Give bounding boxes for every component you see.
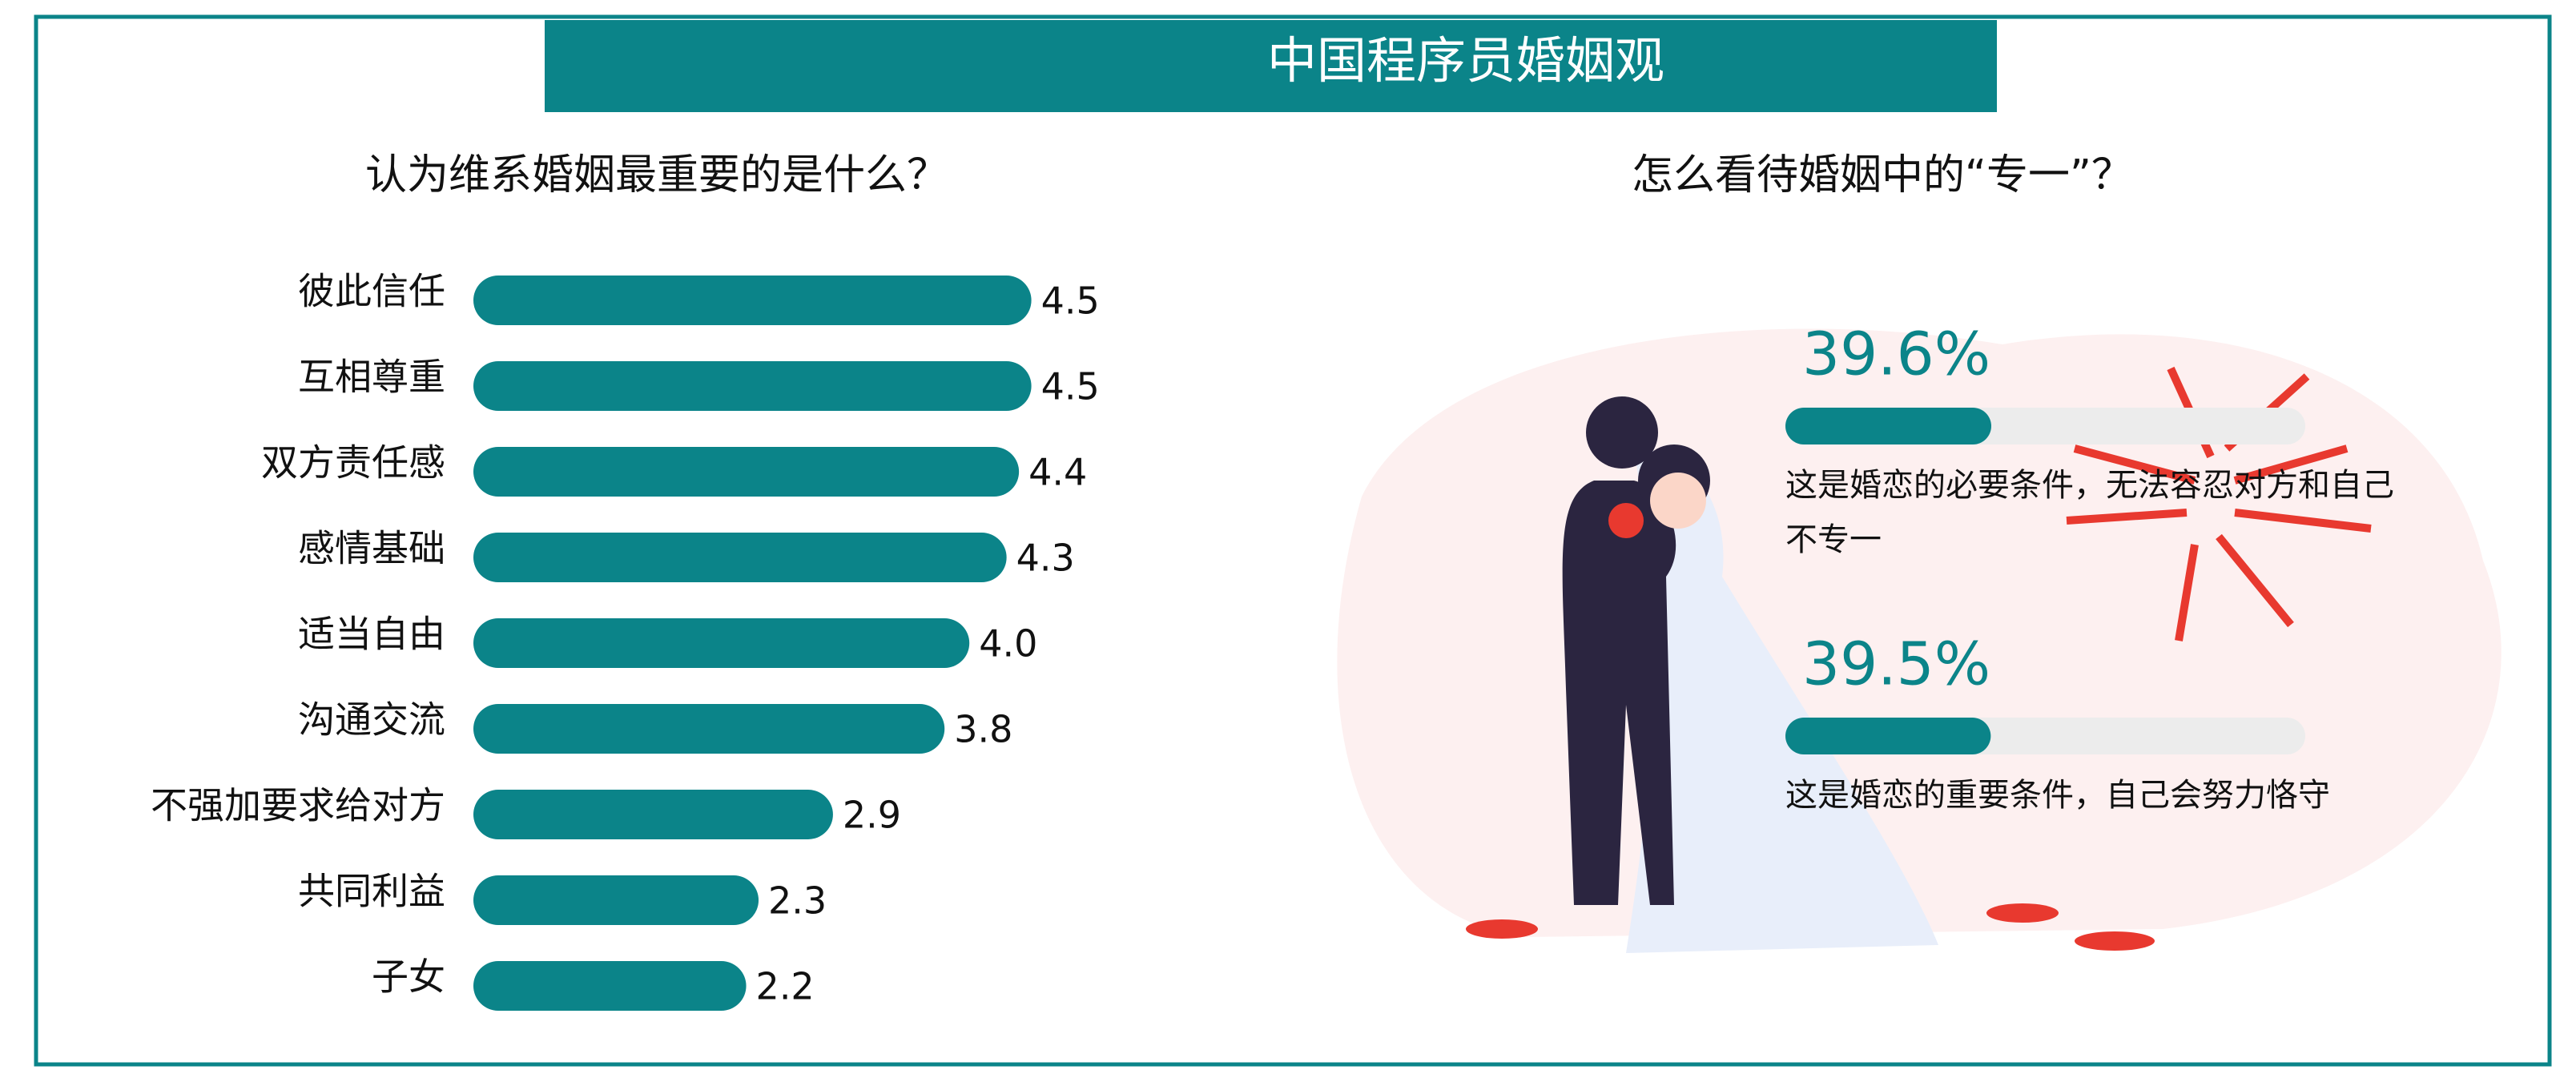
value-label: 4.3	[1016, 537, 1075, 580]
right-subtitle: 怎么看待婚姻中的“专一”？	[1632, 151, 2133, 199]
title-banner	[545, 20, 1997, 112]
value-label: 3.8	[954, 708, 1012, 751]
left-subtitle: 认为维系婚姻最重要的是什么？	[365, 151, 948, 199]
percent-label: 39.5%	[1802, 630, 1990, 699]
bar	[473, 704, 945, 754]
description: 这是婚恋的重要条件，自己会努力恪守	[1785, 777, 2330, 814]
percent-label: 39.6%	[1802, 320, 1990, 389]
category-label: 双方责任感	[261, 441, 445, 485]
illustration	[1337, 328, 2502, 953]
category-label: 子女	[372, 955, 445, 999]
value-label: 2.2	[756, 965, 815, 1008]
value-label: 4.0	[979, 622, 1037, 666]
value-label: 4.5	[1041, 280, 1100, 323]
progress-fill	[1785, 718, 1991, 754]
description-box: 这是婚恋的必要条件，无法容忍对方和自己不专一	[1785, 467, 2394, 558]
category-label: 感情基础	[298, 527, 445, 570]
description-box: 这是婚恋的重要条件，自己会努力恪守	[1785, 777, 2330, 814]
bar	[473, 361, 1032, 411]
category-label: 不强加要求给对方	[151, 784, 445, 827]
bar	[473, 533, 1007, 582]
bar	[473, 276, 1032, 325]
value-label: 4.4	[1028, 451, 1087, 494]
bar	[473, 618, 970, 668]
progress-fill	[1785, 408, 1992, 444]
value-label: 2.3	[768, 879, 827, 923]
bar	[473, 790, 833, 839]
category-label: 共同利益	[298, 870, 445, 913]
frame	[34, 14, 2552, 1067]
bar	[473, 961, 747, 1011]
bar	[473, 875, 759, 925]
value-label: 4.5	[1041, 365, 1100, 408]
main-title: 中国程序员婚姻观	[1267, 31, 1664, 90]
category-label: 彼此信任	[298, 270, 445, 313]
category-label: 互相尊重	[298, 356, 445, 399]
category-label: 适当自由	[298, 613, 445, 656]
bar	[473, 447, 1020, 497]
description: 这是婚恋的必要条件，无法容忍对方和自己不专一	[1785, 467, 2394, 558]
category-label: 沟通交流	[298, 698, 445, 742]
value-label: 2.9	[843, 794, 901, 837]
